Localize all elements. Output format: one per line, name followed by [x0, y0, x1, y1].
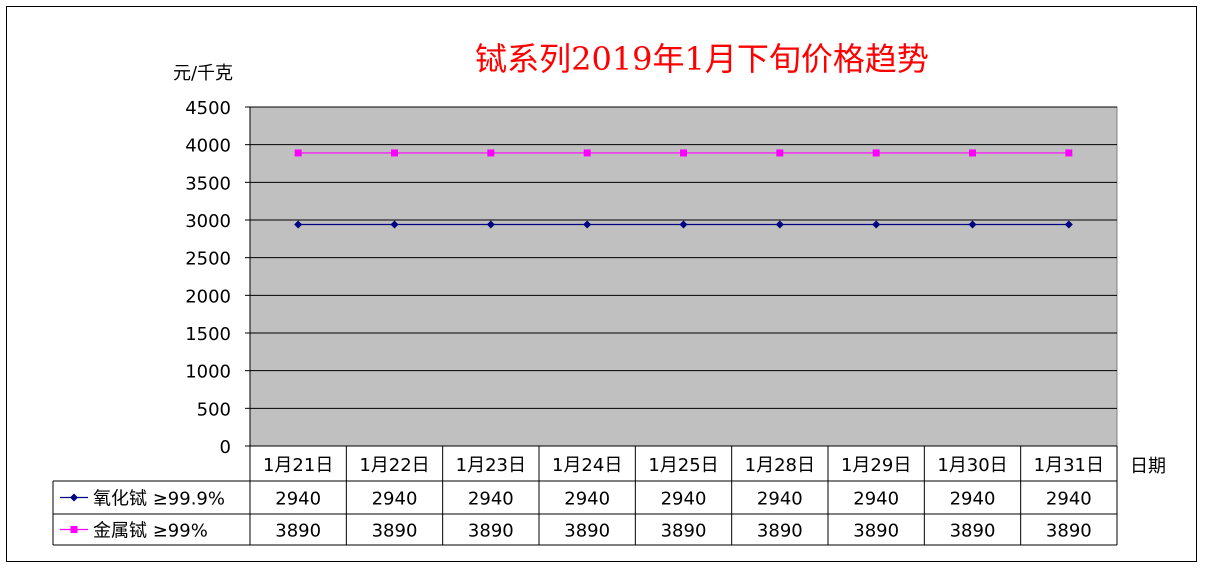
legend-label: 氧化铽 ≥99.9% [93, 489, 225, 510]
data-label: 2940 [757, 489, 803, 510]
data-point [294, 220, 303, 229]
y-tick-label: 0 [220, 437, 231, 458]
data-label: 2940 [950, 489, 996, 510]
data-label: 2940 [564, 489, 610, 510]
data-label: 3890 [564, 521, 610, 542]
y-axis-label: 元/千克 [173, 63, 233, 84]
legend-label: 金属铽 ≥99% [93, 521, 208, 542]
data-point [775, 220, 784, 229]
data-point [680, 149, 687, 157]
x-tick-label: 1月22日 [359, 455, 429, 476]
data-point [583, 220, 592, 229]
x-tick-label: 1月28日 [745, 455, 815, 476]
data-point [583, 149, 591, 157]
data-point [679, 220, 688, 229]
chart-title: 铽系列2019年1月下旬价格趋势 [475, 40, 929, 78]
data-label: 3890 [468, 521, 514, 542]
y-tick-label: 2000 [185, 286, 231, 307]
legend-key-marker [70, 493, 78, 502]
data-label: 3890 [950, 521, 996, 542]
plot-area: 0 500 1000 1500 2000 2500 3000 3500 4000 4500 [185, 98, 1118, 458]
x-tick-label: 1月29日 [841, 455, 911, 476]
data-point [391, 149, 398, 157]
data-label: 3890 [372, 521, 418, 542]
data-label: 3890 [275, 521, 321, 542]
data-label: 2940 [468, 489, 514, 510]
data-label: 3890 [661, 521, 707, 542]
legend-key-marker [70, 526, 78, 533]
data-label: 3890 [853, 521, 899, 542]
data-label: 2940 [372, 489, 418, 510]
y-tick-label: 4000 [185, 136, 231, 157]
data-label: 2940 [1046, 489, 1092, 510]
data-point [294, 149, 302, 157]
x-tick-label: 1月31日 [1034, 455, 1104, 476]
y-tick-label: 4500 [185, 98, 231, 119]
x-tick-label: 1月21日 [263, 455, 333, 476]
x-tick-label: 1月24日 [552, 455, 622, 476]
x-axis-label: 日期 [1130, 456, 1166, 477]
data-point [1065, 149, 1073, 157]
y-tick-label: 1500 [185, 324, 231, 345]
data-label: 3890 [757, 521, 803, 542]
y-tick-label: 3000 [185, 211, 231, 232]
y-tick-label: 500 [197, 399, 231, 420]
plot-background [249, 106, 1118, 447]
data-label: 2940 [853, 489, 899, 510]
data-point [872, 220, 881, 229]
data-point [872, 149, 880, 157]
data-point [390, 220, 399, 229]
x-tick-label: 1月30日 [937, 455, 1007, 476]
data-point [1064, 220, 1073, 229]
data-point [969, 149, 976, 157]
y-tick-label: 3500 [185, 173, 231, 194]
x-tick-label: 1月25日 [648, 455, 718, 476]
data-label: 2940 [661, 489, 707, 510]
data-label: 3890 [1046, 521, 1092, 542]
y-tick-label: 2500 [185, 249, 231, 270]
x-tick-label: 1月23日 [456, 455, 526, 476]
data-label: 2940 [275, 489, 321, 510]
data-point [776, 149, 784, 157]
data-point [486, 220, 495, 229]
data-table: 1月21日 1月22日 1月23日 1月24日 1月25日 1月28日 1月29日 1月30日… [52, 446, 1118, 546]
y-tick-label: 1000 [185, 362, 231, 383]
data-point [487, 149, 495, 157]
data-point [968, 220, 977, 229]
